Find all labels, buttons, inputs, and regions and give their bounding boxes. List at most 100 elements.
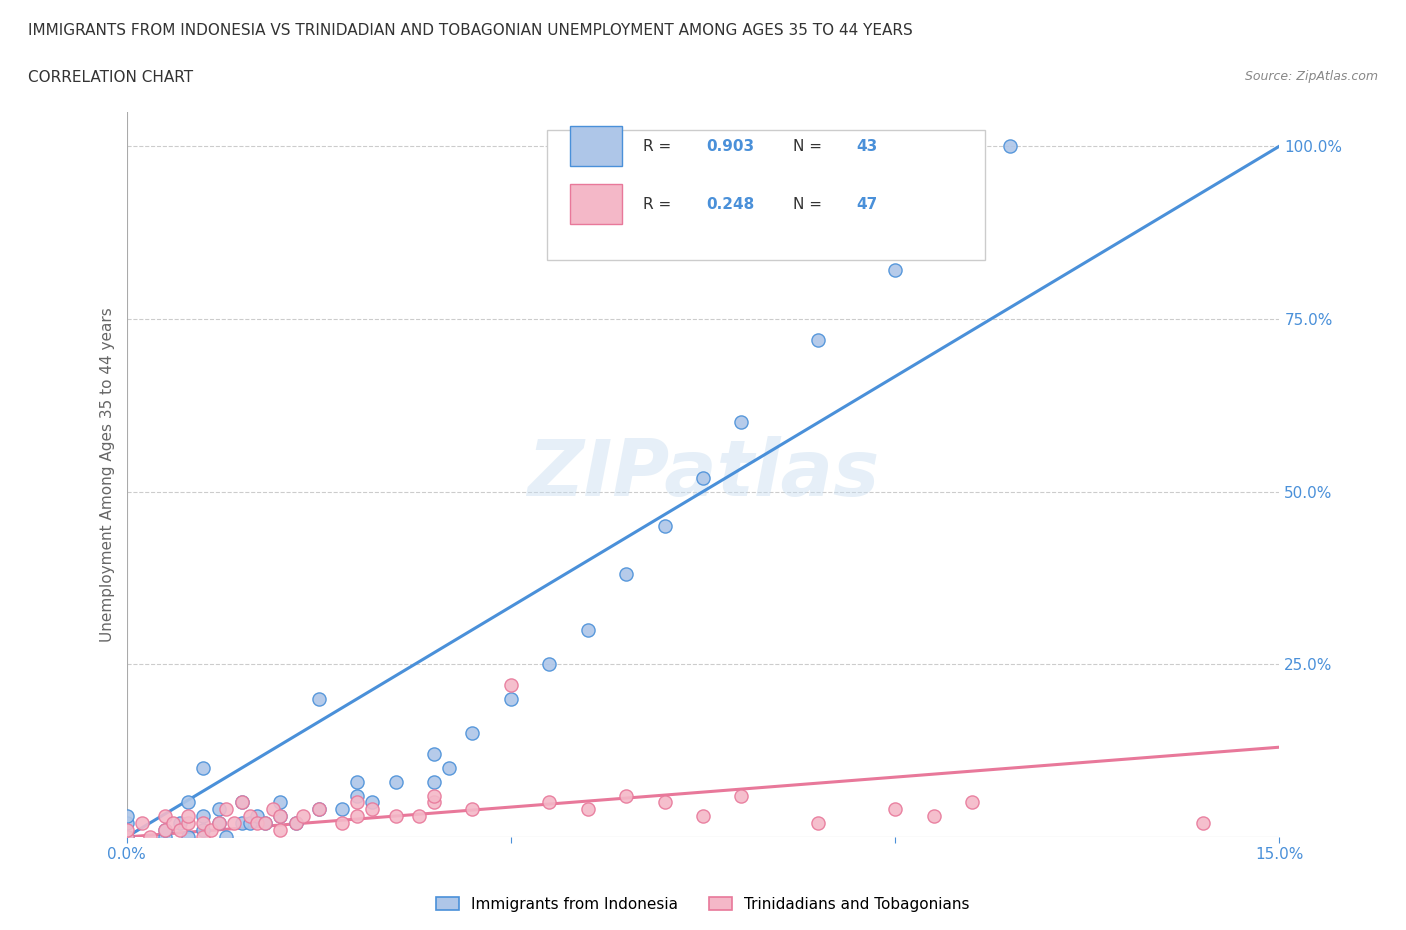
Point [308, 802, 330, 817]
Point [153, 830, 176, 844]
Point [246, 809, 269, 824]
Text: 47: 47 [856, 196, 877, 212]
Point [384, 775, 406, 790]
Point [692, 471, 714, 485]
Point [193, 816, 215, 830]
Point [162, 816, 184, 830]
Point [361, 795, 384, 810]
Point [538, 795, 561, 810]
Point [284, 816, 307, 830]
Point [807, 816, 830, 830]
Point [262, 802, 284, 817]
Point [269, 809, 291, 824]
Point [231, 795, 253, 810]
Point [208, 802, 231, 817]
Text: 43: 43 [856, 139, 877, 153]
Point [730, 415, 752, 430]
Text: 0.248: 0.248 [706, 196, 755, 212]
Point [576, 802, 599, 817]
Point [330, 816, 353, 830]
FancyBboxPatch shape [571, 126, 623, 166]
Point [346, 775, 368, 790]
Point [269, 823, 291, 838]
Point [330, 802, 353, 817]
Point [308, 802, 330, 817]
Point [292, 809, 315, 824]
Point [138, 830, 160, 844]
Point [1000, 139, 1022, 153]
Point [115, 809, 138, 824]
Point [423, 775, 446, 790]
Text: ZIPatlas: ZIPatlas [527, 436, 879, 512]
Point [1191, 816, 1213, 830]
Point [238, 816, 260, 830]
Point [115, 816, 138, 830]
Point [361, 802, 384, 817]
Point [169, 823, 191, 838]
Point [346, 788, 368, 803]
Y-axis label: Unemployment Among Ages 35 to 44 years: Unemployment Among Ages 35 to 44 years [100, 307, 115, 642]
Legend: Immigrants from Indonesia, Trinidadians and Tobagonians: Immigrants from Indonesia, Trinidadians … [430, 890, 976, 918]
Point [384, 809, 406, 824]
Point [193, 830, 215, 844]
Point [423, 747, 446, 762]
Point [153, 823, 176, 838]
Point [253, 816, 276, 830]
Point [576, 622, 599, 637]
Point [654, 519, 676, 534]
Point [423, 795, 446, 810]
Text: R =: R = [643, 139, 676, 153]
Point [884, 263, 907, 278]
Point [884, 802, 907, 817]
Point [153, 809, 176, 824]
Point [538, 657, 561, 671]
Point [215, 830, 238, 844]
Point [115, 830, 138, 844]
Text: R =: R = [643, 196, 676, 212]
Point [224, 816, 246, 830]
Point [499, 678, 522, 693]
Point [922, 809, 945, 824]
Point [269, 795, 291, 810]
Point [614, 567, 637, 582]
Point [730, 788, 752, 803]
Point [115, 823, 138, 838]
Point [115, 830, 138, 844]
Point [269, 809, 291, 824]
Point [238, 809, 260, 824]
Point [284, 816, 307, 830]
Point [654, 795, 676, 810]
Point [461, 726, 484, 741]
Point [193, 761, 215, 776]
Point [408, 809, 430, 824]
Point [499, 691, 522, 706]
Point [346, 809, 368, 824]
Point [308, 691, 330, 706]
FancyBboxPatch shape [547, 130, 986, 260]
Point [807, 332, 830, 347]
Text: Source: ZipAtlas.com: Source: ZipAtlas.com [1244, 70, 1378, 83]
Point [346, 795, 368, 810]
Point [692, 809, 714, 824]
Point [177, 809, 200, 824]
Point [200, 823, 222, 838]
Point [461, 802, 484, 817]
Point [231, 816, 253, 830]
Point [177, 795, 200, 810]
Point [177, 830, 200, 844]
Point [131, 816, 153, 830]
Text: N =: N = [793, 139, 827, 153]
Point [208, 816, 231, 830]
Point [231, 795, 253, 810]
Point [193, 809, 215, 824]
Point [253, 816, 276, 830]
Text: 0.903: 0.903 [706, 139, 755, 153]
FancyBboxPatch shape [571, 184, 623, 224]
Text: N =: N = [793, 196, 827, 212]
Point [439, 761, 461, 776]
Point [153, 823, 176, 838]
Point [246, 816, 269, 830]
Point [614, 788, 637, 803]
Point [960, 795, 983, 810]
Point [208, 816, 231, 830]
